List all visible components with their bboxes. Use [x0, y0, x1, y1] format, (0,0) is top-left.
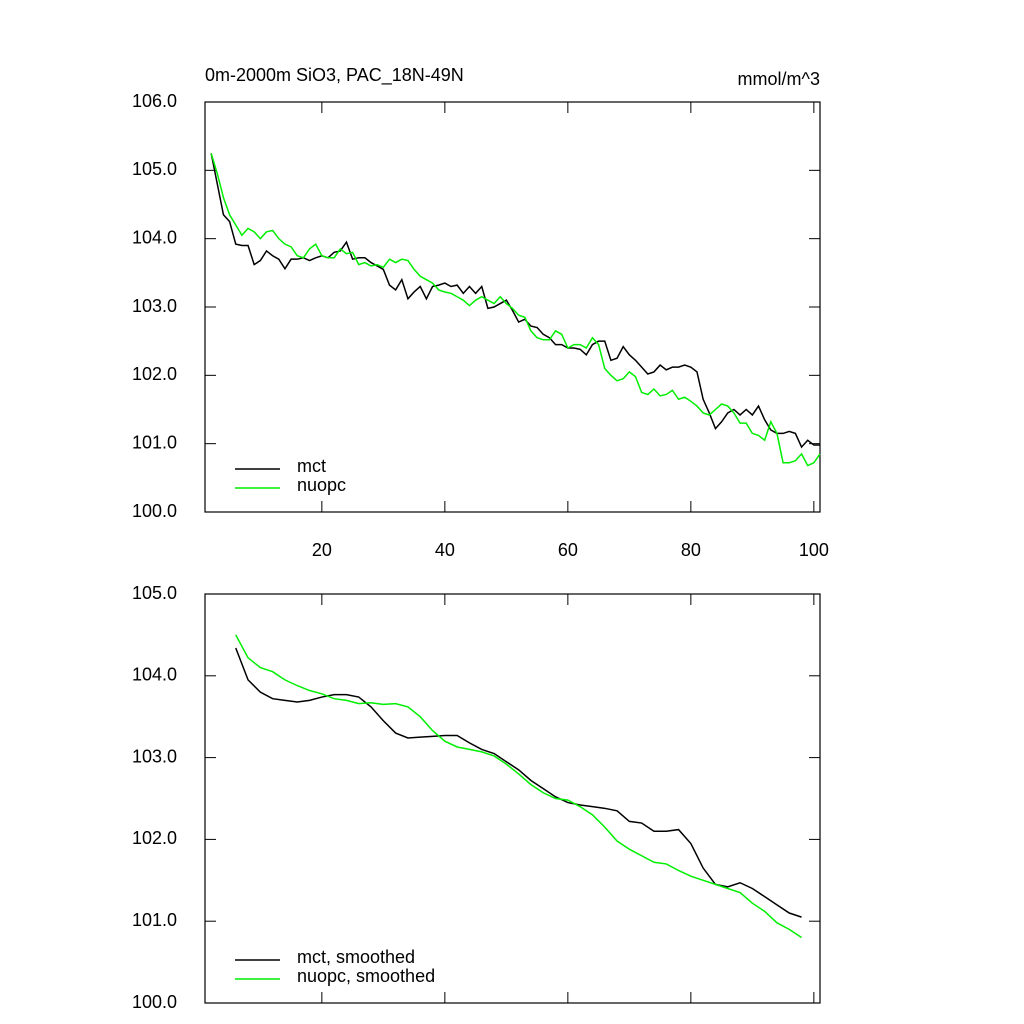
y-tick-label: 102.0 — [132, 364, 177, 384]
legend-label: mct — [297, 456, 326, 476]
y-tick-label: 105.0 — [132, 583, 177, 603]
x-tick-label: 80 — [681, 540, 701, 560]
series-line — [235, 647, 802, 918]
y-tick-label: 100.0 — [132, 501, 177, 521]
chart-title: 0m-2000m SiO3, PAC_18N-49N — [205, 65, 464, 86]
y-tick-label: 100.0 — [132, 992, 177, 1012]
y-tick-label: 105.0 — [132, 159, 177, 179]
y-tick-label: 102.0 — [132, 828, 177, 848]
y-tick-label: 103.0 — [132, 746, 177, 766]
plot-frame — [204, 101, 821, 513]
series-line — [210, 153, 820, 449]
x-tick-label: 20 — [312, 540, 332, 560]
x-tick-label: 40 — [435, 540, 455, 560]
legend-label: mct, smoothed — [297, 947, 415, 967]
y-tick-label: 106.0 — [132, 91, 177, 111]
plot-frame — [204, 593, 821, 1004]
series-line — [210, 153, 821, 467]
legend-label: nuopc, smoothed — [297, 966, 435, 986]
y-tick-label: 104.0 — [132, 227, 177, 247]
legend-label: nuopc — [297, 475, 346, 495]
y-tick-label: 103.0 — [132, 296, 177, 316]
units-label: mmol/m^3 — [738, 69, 820, 89]
x-tick-label: 60 — [558, 540, 578, 560]
y-tick-label: 104.0 — [132, 665, 177, 685]
y-tick-label: 101.0 — [132, 910, 177, 930]
series-line — [235, 634, 802, 939]
y-tick-label: 101.0 — [132, 432, 177, 452]
x-tick-label: 100 — [799, 540, 829, 560]
